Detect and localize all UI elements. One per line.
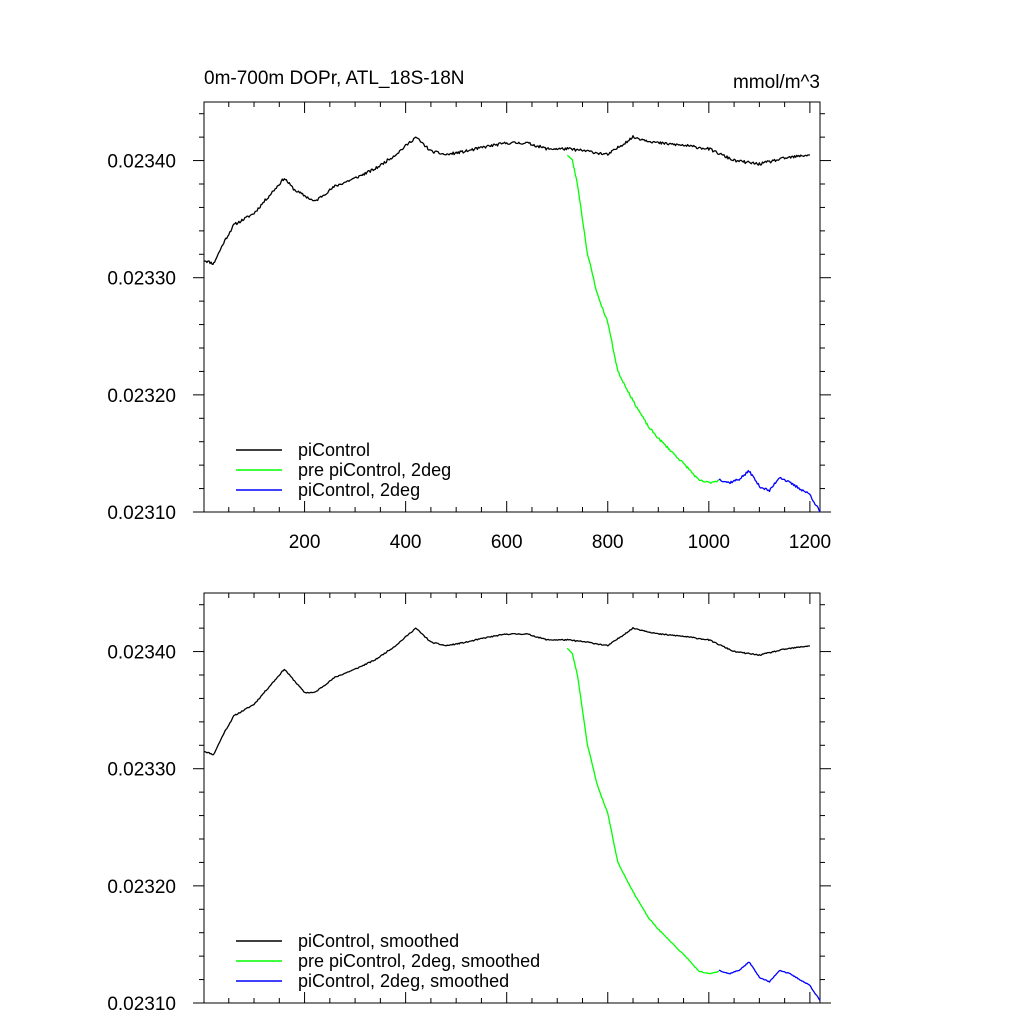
plot-frame xyxy=(203,592,821,1004)
y-tick-label: 0.02340 xyxy=(107,643,176,664)
figure-title: 0m-700m DOPr, ATL_18S-18N xyxy=(204,68,464,89)
plot-frame xyxy=(203,101,821,513)
y-tick-label: 0.02340 xyxy=(107,152,176,173)
legend-label: piControl, 2deg xyxy=(298,480,420,500)
series-line-picontrol-2deg xyxy=(718,469,821,513)
series-line-picontrol-2deg-smoothed xyxy=(718,961,821,1002)
series-line-picontrol-smoothed xyxy=(203,626,811,756)
x-tick-label: 600 xyxy=(491,532,523,553)
x-tick-label: 200 xyxy=(289,532,321,553)
x-tick-label: 400 xyxy=(390,532,422,553)
series-line-picontrol xyxy=(203,135,811,265)
y-tick-label: 0.02330 xyxy=(107,269,176,290)
y-tick-label: 0.02320 xyxy=(107,386,176,407)
units-label: mmol/m^3 xyxy=(733,72,820,93)
legend-label: pre piControl, 2deg, smoothed xyxy=(298,951,540,971)
legend-label: piControl xyxy=(298,440,370,460)
series-line-pre-picontrol-2deg-smoothed xyxy=(566,647,719,975)
legend-label: piControl, smoothed xyxy=(298,931,459,951)
series-line-pre-picontrol-2deg xyxy=(566,154,720,484)
legend-label: pre piControl, 2deg xyxy=(298,460,451,480)
y-tick-label: 0.02330 xyxy=(107,760,176,781)
chart-panel-top: 200 400 600 800 1000 1200 0.02310 0.02320 0.0233… xyxy=(107,101,831,553)
y-tick-label: 0.02310 xyxy=(107,503,176,524)
x-tick-label: 800 xyxy=(592,532,624,553)
x-tick-label: 1000 xyxy=(688,532,730,553)
y-tick-label: 0.02320 xyxy=(107,877,176,898)
y-tick-label: 0.02310 xyxy=(107,994,176,1015)
chart-panel-bottom: 0.02310 0.02320 0.02330 0.02340 piControl, s… xyxy=(107,592,831,1015)
x-tick-label: 1200 xyxy=(789,532,831,553)
legend-label: piControl, 2deg, smoothed xyxy=(298,971,509,991)
